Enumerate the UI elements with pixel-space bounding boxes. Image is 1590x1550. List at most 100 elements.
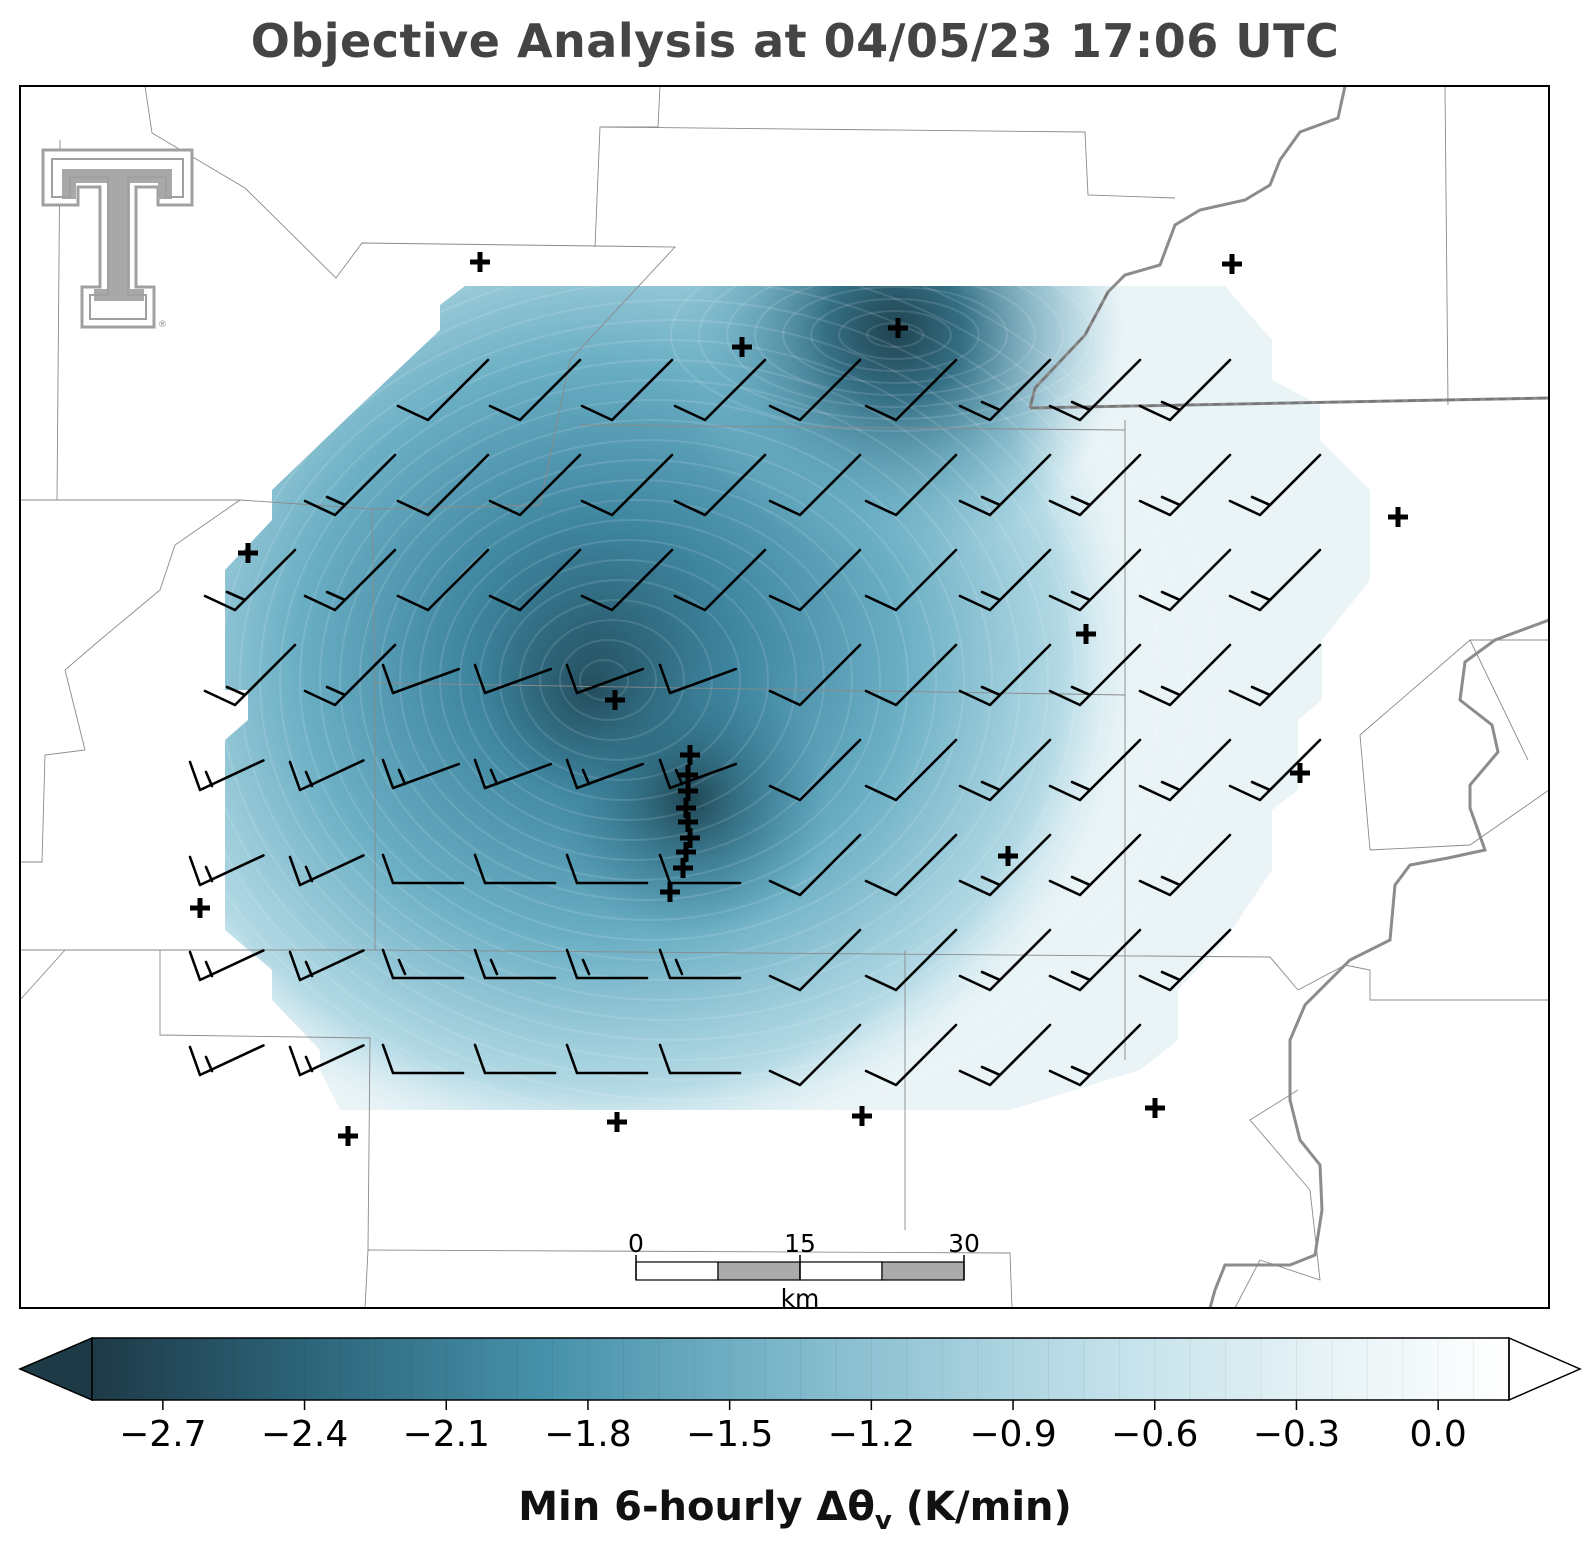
wind-barb (1228, 643, 1322, 707)
station-marker (1222, 254, 1242, 274)
scale-bar: 0 15 30 km (628, 1229, 980, 1313)
colorbar-tick-label: −2.4 (261, 1414, 348, 1455)
logo-registered-mark: ® (158, 320, 167, 330)
colorbar-extend-low (18, 1336, 93, 1402)
wind-barb (864, 548, 958, 612)
wind-barb (864, 833, 958, 897)
wind-barb (580, 453, 674, 517)
wind-barb (1228, 453, 1322, 517)
colorbar-tick-label: −2.7 (119, 1414, 206, 1455)
wind-barb (768, 833, 862, 897)
wind-barb (381, 758, 461, 790)
wind-barb (188, 759, 265, 792)
wind-barb (303, 643, 397, 707)
wind-barb (958, 548, 1052, 612)
station-marker (676, 842, 696, 862)
wind-barb (768, 928, 862, 992)
texas-tech-double-t-logo: ® (41, 148, 194, 330)
wind-barb (768, 358, 862, 422)
wind-barb (864, 643, 958, 707)
wind-barb (203, 548, 297, 612)
wind-barb (396, 548, 490, 612)
station-marker (998, 846, 1018, 866)
wind-barb (958, 833, 1052, 897)
colorbar-tick-label: −1.2 (828, 1414, 915, 1455)
wind-barb (288, 759, 365, 792)
station-marker (470, 252, 490, 272)
wind-barb (768, 643, 862, 707)
wind-barb (1048, 548, 1142, 612)
colorbar-tick-label: −0.3 (1253, 1414, 1340, 1455)
station-marker (607, 1112, 627, 1132)
wind-barb (1138, 643, 1232, 707)
station-marker (680, 745, 700, 765)
colorbar-extend-high (1508, 1336, 1582, 1402)
wind-barb (658, 948, 742, 980)
county-boundaries (20, 86, 1549, 1308)
wind-barb (188, 1044, 265, 1077)
map-frame (19, 85, 1550, 1309)
station-marker (190, 898, 210, 918)
wind-barb (565, 853, 649, 885)
station-marker (1290, 763, 1310, 783)
wind-barb (958, 453, 1052, 517)
wind-barb (673, 453, 767, 517)
wind-barb (396, 453, 490, 517)
wind-barb (958, 928, 1052, 992)
wind-barb (1138, 358, 1232, 422)
station-marker (1076, 624, 1096, 644)
wind-barb (565, 758, 645, 790)
station-marker (605, 690, 625, 710)
wind-barb (288, 1044, 365, 1077)
wind-barb (381, 853, 465, 885)
wind-barb (1138, 453, 1232, 517)
wind-barb (864, 453, 958, 517)
wind-barb (381, 663, 461, 695)
wind-barb (864, 738, 958, 802)
station-marker (660, 882, 680, 902)
wind-barb (303, 453, 397, 517)
wind-barb (203, 643, 297, 707)
colorbar-tick-label: −1.8 (544, 1414, 631, 1455)
chart-title: Objective Analysis at 04/05/23 17:06 UTC (250, 14, 1340, 68)
wind-barb (288, 854, 365, 887)
wind-barb (958, 358, 1052, 422)
wind-barb (473, 663, 553, 695)
colorbar-tick-label: 0.0 (1410, 1414, 1467, 1455)
wind-barb (580, 358, 674, 422)
wind-barb (1048, 833, 1142, 897)
wind-barb (381, 1043, 465, 1075)
wind-barb (1048, 1023, 1142, 1087)
analysis-field (225, 286, 1370, 1110)
wind-barb (288, 949, 365, 982)
wind-barb (1138, 928, 1232, 992)
wind-barb (673, 358, 767, 422)
wind-barb (1048, 453, 1142, 517)
station-marker (732, 337, 752, 357)
wind-barb (864, 928, 958, 992)
scale-label-0: 0 (628, 1229, 644, 1258)
colorbar-tick-label: −1.5 (686, 1414, 773, 1455)
wind-barb (1048, 928, 1142, 992)
wind-barb (488, 453, 582, 517)
wind-barb (473, 948, 557, 980)
wind-barb (188, 854, 265, 887)
station-marker (888, 318, 908, 338)
wind-barb (958, 738, 1052, 802)
station-marker (680, 828, 700, 848)
wind-barb (1138, 738, 1232, 802)
wind-barb (768, 548, 862, 612)
wind-barb (473, 853, 557, 885)
colorbar: −2.7 −2.4 −2.1 −1.8 −1.5 −1.2 −0.9 −0.6 −0.3 0.0 (18, 1336, 1582, 1455)
wind-barb (768, 453, 862, 517)
wind-barb (580, 548, 674, 612)
wind-barb (658, 853, 742, 885)
wind-barb (864, 1023, 958, 1087)
station-markers (190, 252, 1408, 1146)
wind-barb (473, 758, 553, 790)
wind-barb (1138, 833, 1232, 897)
wind-barb (958, 1023, 1052, 1087)
wind-barb (1138, 548, 1232, 612)
wind-barb (565, 948, 649, 980)
wind-barb (658, 663, 738, 695)
